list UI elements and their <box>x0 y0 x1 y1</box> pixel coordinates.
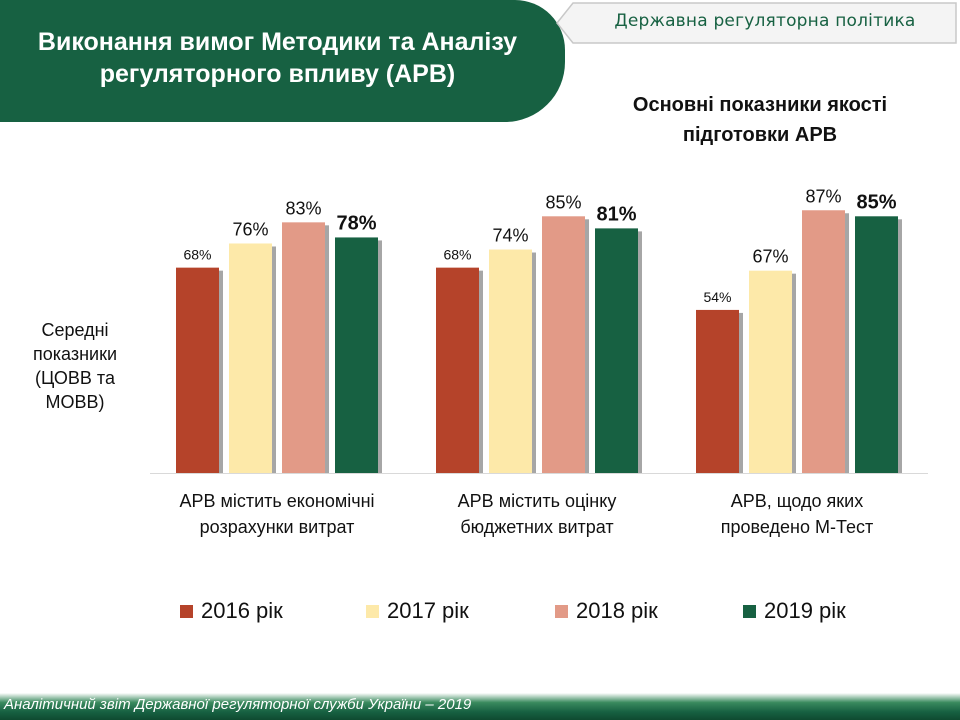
bar-2016-cat0 <box>176 267 219 473</box>
category-label-1: АРВ містить оцінку бюджетних витрат <box>412 488 662 540</box>
legend-item-2018: 2018 рік <box>555 598 658 624</box>
title-banner: Виконання вимог Методики та Аналізу регу… <box>0 0 565 122</box>
data-label-2018-cat2: 87% <box>805 186 841 206</box>
legend-label-2016: 2016 рік <box>201 598 283 623</box>
y-axis-label-line: МОВВ) <box>45 392 105 412</box>
data-label-2016-cat0: 68% <box>183 247 211 263</box>
bar-2019-cat0 <box>335 237 378 473</box>
org-tag-label: Державна регуляторна політика <box>614 11 916 31</box>
category-label-line: розрахунки витрат <box>199 517 355 537</box>
y-axis-label: Середні показники (ЦОВВ та МОВВ) <box>10 318 140 414</box>
bar-2018-cat1 <box>542 216 585 474</box>
legend-item-2019: 2019 рік <box>743 598 846 624</box>
data-label-2017-cat1: 74% <box>492 226 528 246</box>
bar-2019-cat1 <box>595 228 638 473</box>
legend-swatch-2016 <box>180 604 193 618</box>
footer-text: Аналітичний звіт Державної регуляторної … <box>4 696 472 713</box>
legend-item-2016: 2016 рік <box>180 598 283 624</box>
legend-label-2018: 2018 рік <box>576 598 658 623</box>
legend-swatch-2017 <box>366 604 379 618</box>
bar-2018-cat2 <box>802 210 845 473</box>
bar-2016-cat1 <box>436 267 479 473</box>
page-title-line-1: Виконання вимог Методики та Аналізу <box>37 28 518 56</box>
bar-2017-cat0 <box>229 243 272 473</box>
legend-item-2017: 2017 рік <box>366 598 469 624</box>
data-label-2018-cat1: 85% <box>545 192 581 212</box>
org-tag: Державна регуляторна політика <box>555 2 957 44</box>
legend-swatch-2019 <box>743 604 756 618</box>
category-label-line: бюджетних витрат <box>460 517 614 537</box>
org-tag-shape <box>556 2 957 44</box>
chart-title-line-2: підготовки АРВ <box>682 124 838 146</box>
chart-title: Основні показники якості підготовки АРВ <box>560 90 960 150</box>
bar-2019-cat2 <box>855 216 898 474</box>
bar-2017-cat1 <box>489 249 532 473</box>
data-label-2019-cat1: 81% <box>596 203 636 225</box>
y-axis-label-line: (ЦОВВ та <box>35 368 115 388</box>
legend-label-2017: 2017 рік <box>387 598 469 623</box>
category-label-0: АРВ містить економічні розрахунки витрат <box>152 488 402 540</box>
data-label-2016-cat2: 54% <box>703 289 731 305</box>
footer-bar: Аналітичний звіт Державної регуляторної … <box>0 693 960 720</box>
data-label-2018-cat0: 83% <box>285 198 321 218</box>
category-label-line: АРВ містить оцінку <box>457 491 617 511</box>
category-label-line: АРВ, щодо яких <box>730 491 864 511</box>
page-title: Виконання вимог Методики та Аналізу регу… <box>28 26 537 96</box>
bar-2016-cat2 <box>696 309 739 473</box>
data-label-2017-cat0: 76% <box>232 219 268 239</box>
data-label-2019-cat2: 85% <box>856 191 896 213</box>
category-label-2: АРВ, щодо яких проведено М-Тест <box>672 488 922 540</box>
category-label-line: проведено М-Тест <box>720 517 874 537</box>
legend-swatch-2018 <box>555 604 568 618</box>
data-label-2019-cat0: 78% <box>336 212 376 234</box>
y-axis-label-line: показники <box>32 344 117 364</box>
chart-title-line-1: Основні показники якості <box>632 94 888 116</box>
data-label-2017-cat2: 67% <box>752 247 788 267</box>
data-label-2016-cat1: 68% <box>443 247 471 263</box>
legend-label-2019: 2019 рік <box>764 598 846 623</box>
category-label-line: АРВ містить економічні <box>179 491 375 511</box>
bar-2017-cat2 <box>749 270 792 473</box>
y-axis-label-line: Середні <box>41 320 109 340</box>
page-title-line-2: регуляторного впливу (АРВ) <box>99 60 456 88</box>
bar-2018-cat0 <box>282 222 325 473</box>
